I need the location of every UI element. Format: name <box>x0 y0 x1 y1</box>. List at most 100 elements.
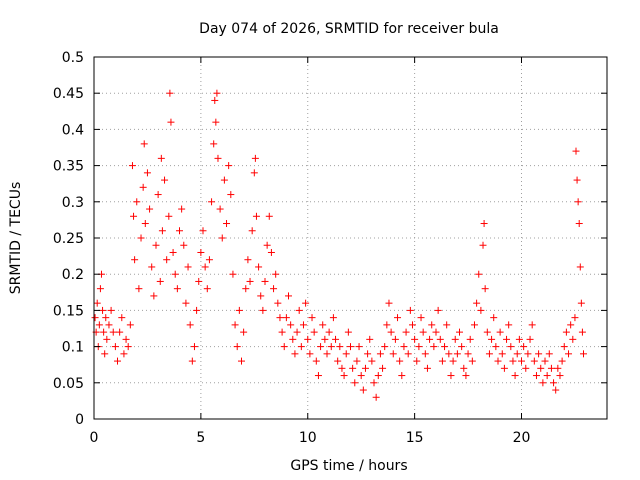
data-point <box>166 89 174 97</box>
data-point <box>426 335 434 343</box>
data-point <box>505 321 513 329</box>
data-point <box>462 372 470 380</box>
data-point <box>366 335 374 343</box>
data-point <box>359 386 367 394</box>
data-point <box>511 372 519 380</box>
data-point <box>430 343 438 351</box>
data-point <box>565 350 573 358</box>
x-axis-label: GPS time / hours <box>290 458 407 474</box>
data-point <box>411 335 419 343</box>
data-point <box>537 364 545 372</box>
data-point <box>154 191 162 199</box>
data-point <box>293 328 301 336</box>
data-point <box>466 335 474 343</box>
data-point <box>438 357 446 365</box>
data-point <box>578 328 586 336</box>
data-point <box>167 118 175 126</box>
data-point <box>554 364 562 372</box>
data-point <box>498 350 506 358</box>
data-point <box>124 343 132 351</box>
data-point <box>432 328 440 336</box>
data-point <box>312 357 320 365</box>
data-point <box>274 299 282 307</box>
data-point <box>443 321 451 329</box>
data-point <box>567 321 575 329</box>
data-point <box>507 343 515 351</box>
data-point <box>272 270 280 278</box>
data-point <box>513 350 521 358</box>
data-point <box>402 328 410 336</box>
data-point <box>197 248 205 256</box>
data-point <box>364 350 372 358</box>
data-point <box>441 343 449 351</box>
data-point <box>255 263 263 271</box>
data-point <box>524 350 532 358</box>
data-point <box>195 277 203 285</box>
data-point <box>558 357 566 365</box>
data-point <box>251 154 259 162</box>
data-point <box>161 176 169 184</box>
y-tick-label: 0.5 <box>62 50 84 66</box>
data-point <box>184 263 192 271</box>
data-point <box>99 306 107 314</box>
data-point <box>143 169 151 177</box>
data-point <box>520 343 528 351</box>
data-point <box>216 205 224 213</box>
data-point <box>379 364 387 372</box>
data-point <box>146 205 154 213</box>
data-points <box>91 89 587 401</box>
data-point <box>116 328 124 336</box>
data-point <box>297 343 305 351</box>
data-point <box>165 212 173 220</box>
y-tick-label: 0.2 <box>62 267 84 283</box>
data-point <box>577 299 585 307</box>
data-point <box>562 328 570 336</box>
data-point <box>212 118 220 126</box>
data-point <box>496 328 504 336</box>
data-point <box>114 357 122 365</box>
data-point <box>158 227 166 235</box>
data-point <box>347 343 354 351</box>
data-point <box>485 350 493 358</box>
data-point <box>547 364 555 372</box>
data-point <box>317 343 325 351</box>
data-point <box>278 328 286 336</box>
data-point <box>321 335 329 343</box>
data-point <box>223 220 231 228</box>
data-point <box>575 220 583 228</box>
data-point <box>248 227 256 235</box>
data-point <box>285 292 293 300</box>
data-point <box>105 321 113 329</box>
data-point <box>225 162 233 170</box>
data-point <box>556 372 564 380</box>
data-point <box>475 270 483 278</box>
data-point <box>261 277 269 285</box>
data-point <box>530 357 538 365</box>
data-point <box>252 212 260 220</box>
data-point <box>211 96 219 104</box>
data-point <box>349 364 357 372</box>
data-point <box>213 89 221 97</box>
data-point <box>148 263 156 271</box>
data-point <box>242 285 250 293</box>
data-point <box>573 176 581 184</box>
data-point <box>231 321 239 329</box>
data-point <box>421 350 429 358</box>
data-point <box>468 357 476 365</box>
data-point <box>111 343 119 351</box>
data-point <box>163 256 171 264</box>
data-point <box>357 372 365 380</box>
y-tick-label: 0.45 <box>53 86 84 102</box>
data-point <box>128 162 136 170</box>
data-point <box>428 321 436 329</box>
data-point <box>522 364 530 372</box>
data-point <box>376 350 384 358</box>
y-tick-label: 0.35 <box>53 159 84 175</box>
data-point <box>120 350 128 358</box>
data-point <box>327 343 335 351</box>
data-point <box>479 241 487 249</box>
data-point <box>208 198 216 206</box>
data-point <box>415 343 423 351</box>
data-point <box>150 292 158 300</box>
